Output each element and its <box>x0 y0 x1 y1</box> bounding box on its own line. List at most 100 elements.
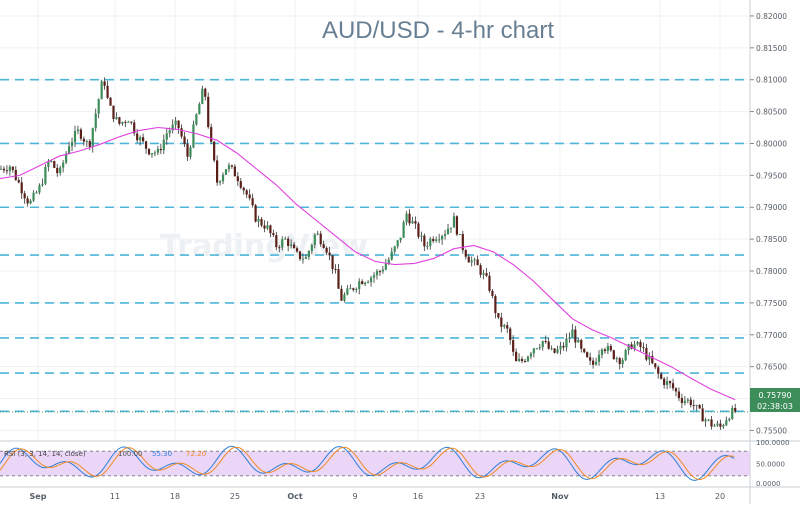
candle-body <box>621 360 624 365</box>
candle-body <box>417 223 420 237</box>
candle-body <box>390 251 393 260</box>
candle-body <box>449 227 453 229</box>
price-tick-label: 0.80000 <box>756 139 787 148</box>
time-tick-label: 13 <box>655 492 665 501</box>
candle-body <box>251 198 254 206</box>
candle-body <box>482 273 485 275</box>
candle-body <box>500 317 503 327</box>
candle-body <box>476 259 479 266</box>
candle-body <box>65 153 68 163</box>
candle-body <box>343 294 346 301</box>
grid-layer <box>0 0 750 440</box>
candle-body <box>334 268 337 270</box>
candle-body <box>411 221 414 224</box>
candle-body <box>414 221 417 224</box>
time-tick-label: 20 <box>715 492 725 501</box>
candle-body <box>245 190 248 195</box>
candle-body <box>331 255 334 269</box>
candle-body <box>260 218 263 226</box>
candle-body <box>295 248 299 252</box>
candle-body <box>485 273 488 276</box>
candle-body <box>523 361 527 363</box>
candle-body <box>192 124 195 148</box>
candle-body <box>5 170 9 172</box>
candle-body <box>719 423 722 427</box>
time-axis[interactable]: Sep 11 18 25 Oct 9 16 23 Nov 13 20 <box>0 486 800 501</box>
candle-body <box>284 238 287 240</box>
rsi-value: 55.30 <box>152 450 172 458</box>
candle-body <box>446 228 450 235</box>
candle-body <box>645 348 648 360</box>
candle-body <box>62 162 65 168</box>
candle-body <box>375 271 379 276</box>
candle-body <box>405 213 408 223</box>
candle-body <box>301 258 305 260</box>
candle-body <box>710 419 713 427</box>
candle-layer <box>0 77 737 430</box>
candle-body <box>133 122 136 134</box>
rsi-value: 100.00 <box>118 450 143 458</box>
time-tick-label: 23 <box>475 492 485 501</box>
chart-title: AUD/USD - 4-hr chart <box>322 17 554 44</box>
candle-body <box>278 247 281 249</box>
candle-body <box>14 169 17 180</box>
price-tick-label: 0.80500 <box>756 108 787 117</box>
candle-body <box>59 167 62 174</box>
candle-body <box>384 263 387 270</box>
level-layer <box>0 78 750 413</box>
candle-body <box>568 337 571 339</box>
candle-body <box>307 250 310 258</box>
candle-body <box>115 117 118 120</box>
stoch-rsi-k-line <box>0 445 735 481</box>
candle-body <box>728 418 731 421</box>
candle-body <box>553 348 556 353</box>
candle-body <box>420 235 423 237</box>
candle-body <box>547 341 550 349</box>
candle-body <box>725 420 728 426</box>
time-tick-label: 25 <box>230 492 240 501</box>
candle-body <box>319 233 322 245</box>
candle-body <box>316 233 319 235</box>
current-price-countdown: 02:38:03 <box>757 402 793 411</box>
candle-body <box>464 250 467 257</box>
candle-body <box>639 341 642 348</box>
candle-body <box>35 192 38 194</box>
candle-body <box>147 148 151 155</box>
candle-body <box>23 193 26 199</box>
candle-body <box>121 121 124 124</box>
candle-body <box>618 358 621 365</box>
time-tick-label: 9 <box>352 492 357 501</box>
candle-body <box>529 353 533 357</box>
price-axis[interactable]: 0.82000 0.81500 0.81000 0.80500 0.80000 0.795… <box>749 0 800 504</box>
candle-body <box>402 222 405 238</box>
candle-body <box>254 205 257 222</box>
candle-body <box>227 165 231 170</box>
candle-body <box>600 349 604 355</box>
candle-body <box>174 120 177 125</box>
candle-body <box>503 325 506 327</box>
candle-body <box>624 350 627 361</box>
candle-body <box>692 405 695 407</box>
candle-body <box>435 239 438 242</box>
candle-body <box>458 234 461 236</box>
candle-body <box>544 341 547 343</box>
current-price-tag: 0.75790 02:38:03 <box>750 388 800 412</box>
candle-body <box>583 348 586 353</box>
candle-body <box>156 148 159 153</box>
price-tick-label: 0.82000 <box>756 12 787 21</box>
candle-body <box>695 404 698 406</box>
candle-body <box>100 81 103 100</box>
candle-body <box>41 183 44 186</box>
candle-body <box>352 288 355 290</box>
candle-body <box>713 425 716 427</box>
candle-body <box>520 358 524 362</box>
candle-body <box>53 161 56 168</box>
candle-body <box>183 136 186 145</box>
candle-body <box>369 277 373 282</box>
price-tick-label: 0.78500 <box>756 235 787 244</box>
price-tick-label: 0.77000 <box>756 331 787 340</box>
candle-body <box>677 391 681 399</box>
candle-body <box>139 137 142 141</box>
time-tick-label: 18 <box>170 492 180 501</box>
candle-body <box>32 192 35 201</box>
